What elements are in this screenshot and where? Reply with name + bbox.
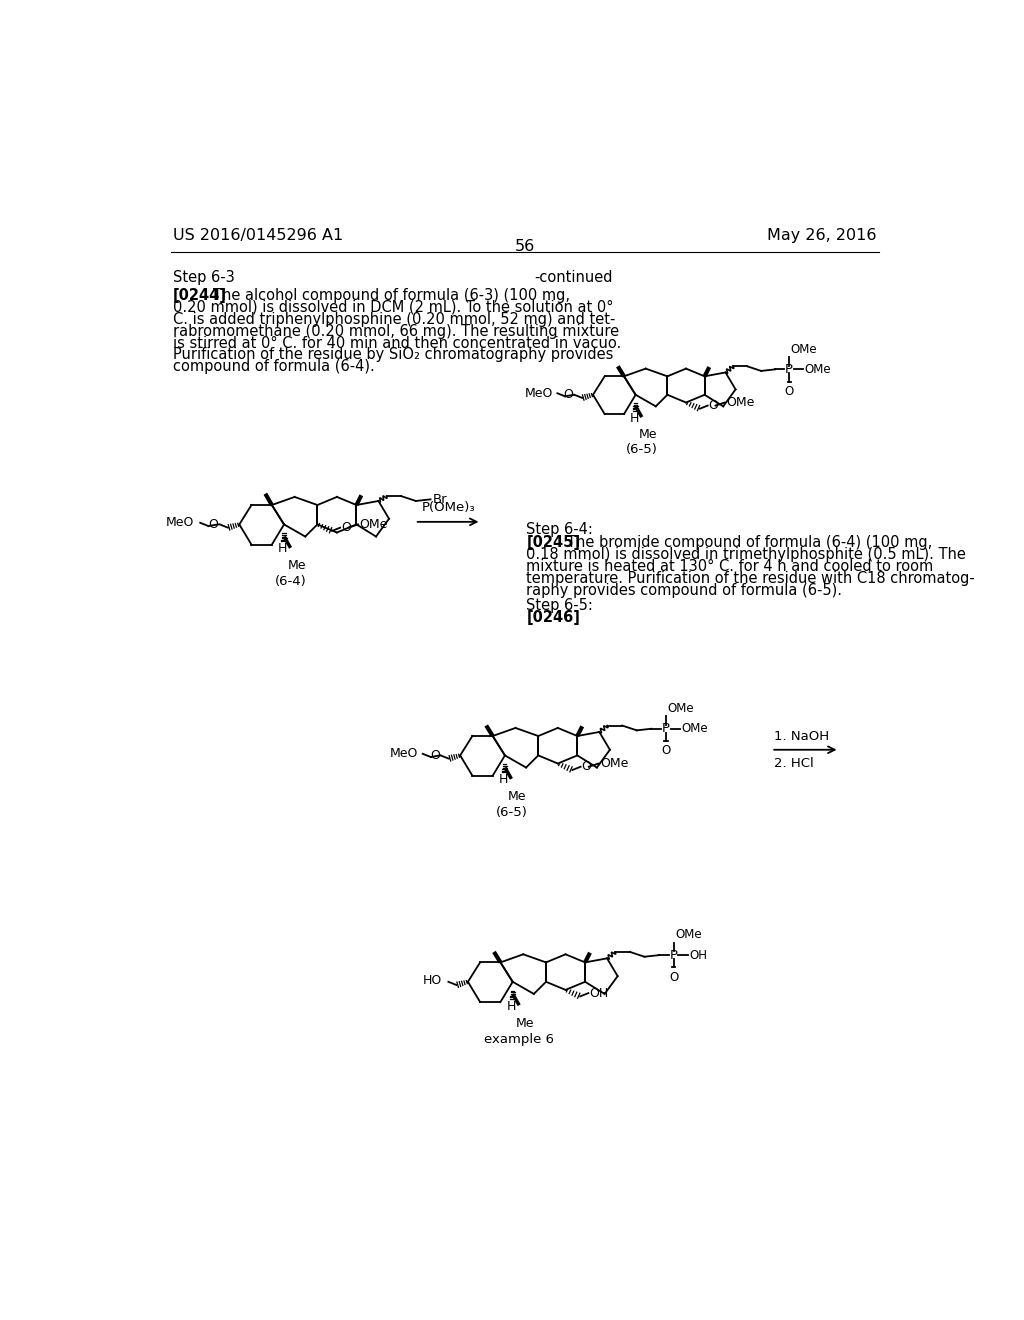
- Text: P: P: [785, 363, 793, 376]
- Text: H: H: [499, 774, 508, 787]
- Text: OMe: OMe: [682, 722, 709, 735]
- Text: Step 6-4:: Step 6-4:: [526, 521, 593, 537]
- Text: The bromide compound of formula (6-4) (100 mg,: The bromide compound of formula (6-4) (1…: [566, 536, 932, 550]
- Text: (6-5): (6-5): [496, 807, 527, 820]
- Text: The alcohol compound of formula (6-3) (100 mg,: The alcohol compound of formula (6-3) (1…: [213, 288, 570, 302]
- Text: O: O: [662, 744, 671, 758]
- Text: is stirred at 0° C. for 40 min and then concentrated in vacuo.: is stirred at 0° C. for 40 min and then …: [173, 335, 622, 351]
- Text: Me: Me: [508, 791, 526, 803]
- Text: MeO: MeO: [166, 516, 195, 529]
- Text: Me: Me: [516, 1016, 535, 1030]
- Text: P: P: [670, 949, 678, 961]
- Text: Purification of the residue by SiO₂ chromatography provides: Purification of the residue by SiO₂ chro…: [173, 347, 613, 363]
- Text: 2. HCl: 2. HCl: [774, 756, 814, 770]
- Text: C. is added triphenylphosphine (0.20 mmol, 52 mg) and tet-: C. is added triphenylphosphine (0.20 mmo…: [173, 312, 615, 326]
- Text: Br: Br: [433, 492, 447, 506]
- Text: P: P: [663, 722, 670, 735]
- Text: rabromomethane (0.20 mmol, 66 mg). The resulting mixture: rabromomethane (0.20 mmol, 66 mg). The r…: [173, 323, 620, 338]
- Text: US 2016/0145296 A1: US 2016/0145296 A1: [173, 227, 343, 243]
- Text: raphy provides compound of formula (6-5).: raphy provides compound of formula (6-5)…: [526, 583, 843, 598]
- Text: O: O: [341, 521, 351, 535]
- Text: H: H: [507, 999, 516, 1012]
- Text: (6-4): (6-4): [274, 576, 306, 589]
- Text: Me: Me: [639, 428, 657, 441]
- Text: O: O: [582, 760, 591, 774]
- Text: compound of formula (6-4).: compound of formula (6-4).: [173, 359, 375, 375]
- Text: Me: Me: [288, 560, 306, 572]
- Text: OMe: OMe: [805, 363, 831, 376]
- Text: OMe: OMe: [726, 396, 755, 409]
- Text: (6-5): (6-5): [626, 444, 657, 457]
- Text: OH: OH: [589, 986, 608, 999]
- Text: 1. NaOH: 1. NaOH: [774, 730, 829, 743]
- Text: 0.20 mmol) is dissolved in DCM (2 mL). To the solution at 0°: 0.20 mmol) is dissolved in DCM (2 mL). T…: [173, 300, 613, 314]
- Text: O: O: [564, 388, 573, 401]
- Text: [0245]: [0245]: [526, 536, 581, 550]
- Text: H: H: [630, 412, 639, 425]
- Text: HO: HO: [423, 974, 442, 987]
- Text: O: O: [208, 517, 218, 531]
- Text: [0244]: [0244]: [173, 288, 227, 302]
- Text: O: O: [669, 970, 679, 983]
- Text: Step 6-3: Step 6-3: [173, 271, 234, 285]
- Text: 0.18 mmol) is dissolved in trimethylphosphite (0.5 mL). The: 0.18 mmol) is dissolved in trimethylphos…: [526, 548, 967, 562]
- Text: OMe: OMe: [600, 756, 629, 770]
- Text: OH: OH: [689, 949, 708, 961]
- Text: H: H: [278, 543, 287, 556]
- Text: MeO: MeO: [389, 747, 418, 760]
- Text: OMe: OMe: [676, 928, 702, 941]
- Text: OMe: OMe: [668, 702, 694, 715]
- Text: example 6: example 6: [484, 1032, 554, 1045]
- Text: OMe: OMe: [359, 517, 388, 531]
- Text: P(OMe)₃: P(OMe)₃: [421, 502, 475, 515]
- Text: OMe: OMe: [791, 342, 817, 355]
- Text: [0246]: [0246]: [526, 610, 581, 624]
- Text: -continued: -continued: [535, 271, 612, 285]
- Text: O: O: [784, 385, 794, 397]
- Text: Step 6-5:: Step 6-5:: [526, 598, 593, 612]
- Text: temperature. Purification of the residue with C18 chromatog-: temperature. Purification of the residue…: [526, 572, 975, 586]
- Text: May 26, 2016: May 26, 2016: [767, 227, 877, 243]
- Text: mixture is heated at 130° C. for 4 h and cooled to room: mixture is heated at 130° C. for 4 h and…: [526, 560, 934, 574]
- Text: MeO: MeO: [524, 387, 553, 400]
- Text: O: O: [709, 399, 719, 412]
- Text: O: O: [430, 748, 440, 762]
- Text: 56: 56: [515, 239, 535, 255]
